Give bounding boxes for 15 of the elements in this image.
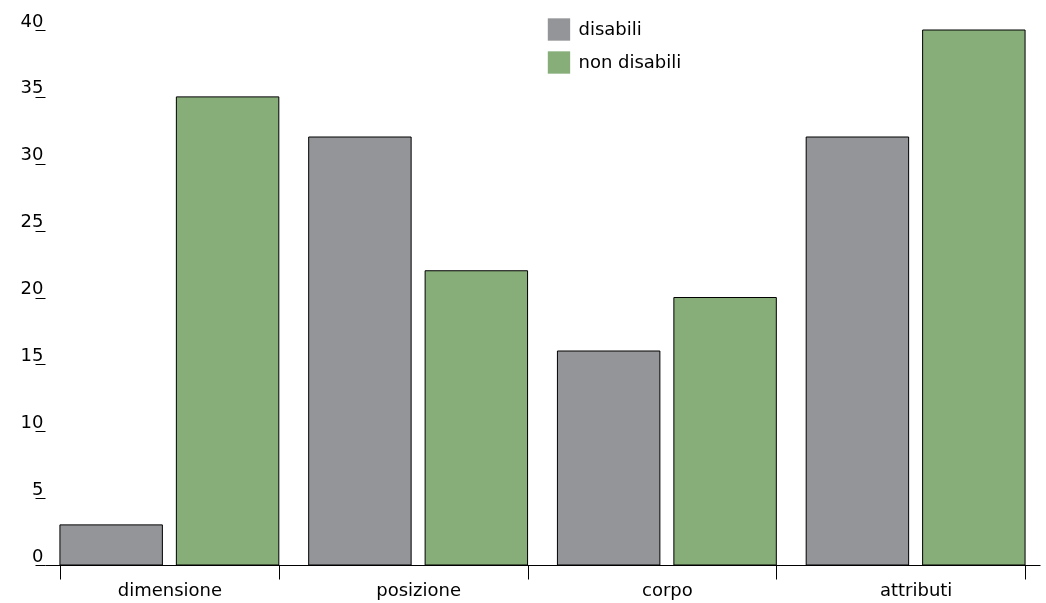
y-tick-label: 5 [32, 477, 44, 499]
y-tick-label: 25 [20, 210, 44, 232]
y-tick-label: 0 [32, 544, 44, 566]
y-tick-label: 20 [20, 277, 44, 298]
y-tick-label: 10 [20, 410, 44, 432]
y-tick-label: 30 [20, 143, 44, 165]
x-tick-label: attributi [879, 578, 953, 600]
legend-label: non disabili [578, 50, 682, 72]
y-tick-label: 40 [20, 9, 44, 31]
y-tick-label: 35 [20, 76, 44, 98]
legend-label: disabili [578, 17, 642, 39]
x-tick-label: dimensione [117, 578, 223, 600]
y-tick-label: 15 [20, 343, 44, 365]
x-tick-label: posizione [376, 578, 462, 600]
x-tick-label: corpo [642, 578, 693, 600]
